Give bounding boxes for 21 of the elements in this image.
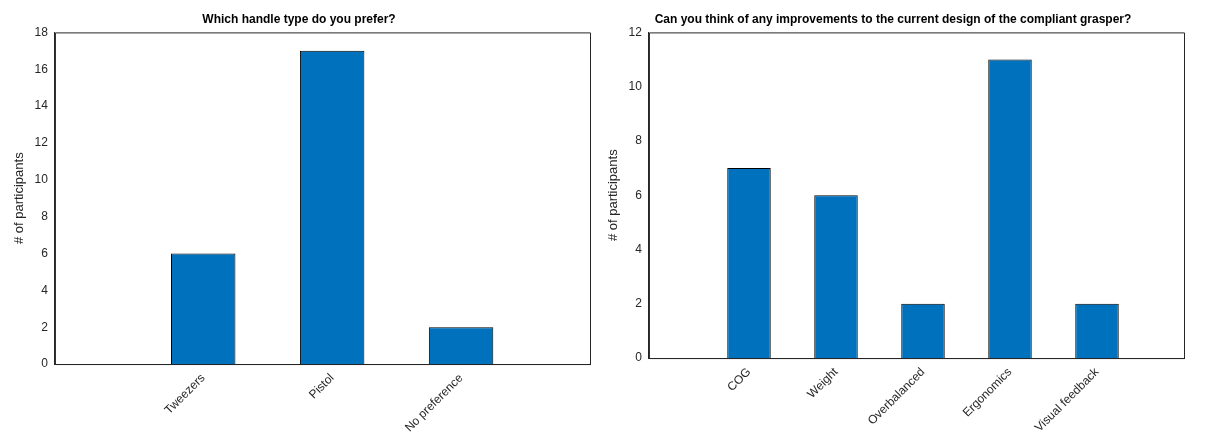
y-tick-label: 10 (628, 78, 643, 93)
y-tick-label: 16 (34, 61, 49, 76)
y-tick-label: 18 (34, 24, 49, 39)
y-axis-title: # of participants (605, 148, 621, 242)
chart-title: Which handle type do you prefer? (202, 11, 396, 26)
chart-title: Can you think of any improvements to the current design of the compliant grasper? (654, 11, 1132, 26)
y-tick-label: 6 (41, 245, 49, 260)
y-tick-label: 4 (41, 282, 49, 297)
y-tick-label: 10 (34, 172, 49, 187)
y-tick-label: 0 (635, 350, 643, 365)
y-tick-label: 12 (628, 24, 643, 39)
y-tick-label: 2 (635, 296, 643, 311)
y-tick-label: 6 (635, 187, 643, 202)
y-tick-label: 14 (34, 98, 49, 113)
y-tick-label: 0 (41, 356, 49, 371)
y-tick-label: 12 (34, 135, 49, 150)
y-tick-label: 2 (41, 319, 49, 334)
y-tick-label: 8 (41, 208, 49, 223)
y-axis-title: # of participants (11, 151, 27, 245)
y-tick-label: 8 (635, 133, 643, 148)
y-tick-label: 4 (635, 241, 643, 256)
